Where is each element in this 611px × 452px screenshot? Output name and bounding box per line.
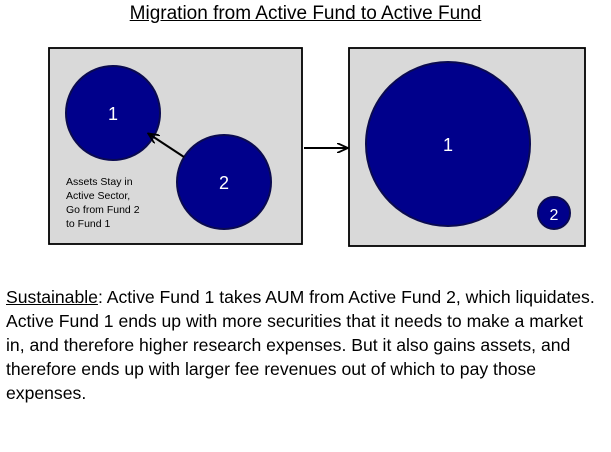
after-fund-2-label: 2 xyxy=(550,207,559,224)
after-fund-1-label: 1 xyxy=(443,135,453,155)
diagram-title: Migration from Active Fund to Active Fun… xyxy=(129,3,482,24)
fund2-to-fund1-arrow xyxy=(149,134,185,158)
after-fund-1-circle xyxy=(365,61,531,227)
description-text: : Active Fund 1 takes AUM from Active Fu… xyxy=(6,287,595,403)
before-panel-note-line-4: to Fund 1 xyxy=(66,218,111,230)
before-fund-1-circle xyxy=(65,65,161,161)
migration-diagram: 1 2 Assets Stay in Active Sector, Go fro… xyxy=(48,47,586,247)
before-fund-2-circle xyxy=(176,134,272,230)
before-panel-note-line-1: Assets Stay in xyxy=(66,176,133,188)
before-fund-2-label: 2 xyxy=(219,173,229,193)
description-paragraph: Sustainable: Active Fund 1 takes AUM fro… xyxy=(6,285,606,405)
sustainable-label: Sustainable xyxy=(6,287,98,307)
after-fund-2-circle xyxy=(537,196,571,230)
before-fund-1-label: 1 xyxy=(108,104,118,124)
before-panel-note-line-2: Active Sector, xyxy=(66,190,130,202)
before-panel-note-line-3: Go from Fund 2 xyxy=(66,204,140,216)
